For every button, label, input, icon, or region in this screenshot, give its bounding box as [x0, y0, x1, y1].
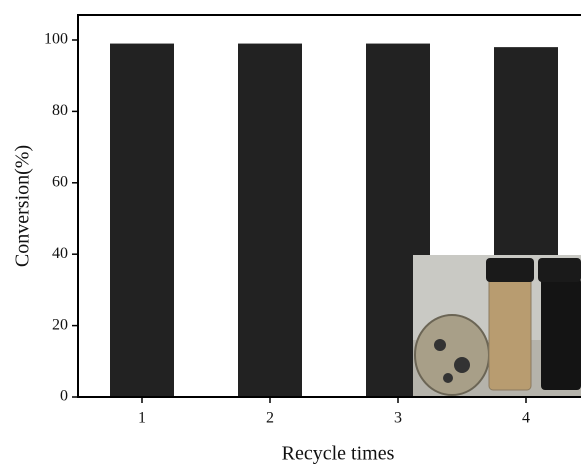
inset-photo	[413, 255, 581, 397]
y-tick-label: 100	[44, 31, 68, 48]
photo-cap	[538, 258, 581, 282]
page: {"chart_data": {"type": "bar", "x_label"…	[0, 0, 581, 468]
photo-spot	[454, 357, 470, 373]
photo-vial	[489, 278, 531, 390]
y-tick-label: 20	[52, 316, 68, 333]
x-tick-label: 4	[522, 410, 530, 427]
photo-cap	[486, 258, 534, 282]
chart: Recycle times Conversion(%) 123402040608…	[0, 0, 581, 468]
photo-spot	[434, 339, 446, 351]
photo-vial	[541, 278, 581, 390]
x-tick-label: 2	[266, 410, 274, 427]
y-tick-label: 40	[52, 245, 68, 262]
x-tick-label: 1	[138, 410, 146, 427]
y-tick-label: 80	[52, 102, 68, 119]
photo-spot	[443, 373, 453, 383]
x-axis-title: Recycle times	[282, 443, 395, 465]
x-tick-label: 3	[394, 410, 402, 427]
y-axis-title: Conversion(%)	[12, 145, 34, 267]
y-tick-label: 60	[52, 173, 68, 190]
bar	[110, 44, 174, 397]
bar	[238, 44, 302, 397]
y-tick-label: 0	[60, 388, 68, 405]
photo-disc	[415, 315, 489, 395]
